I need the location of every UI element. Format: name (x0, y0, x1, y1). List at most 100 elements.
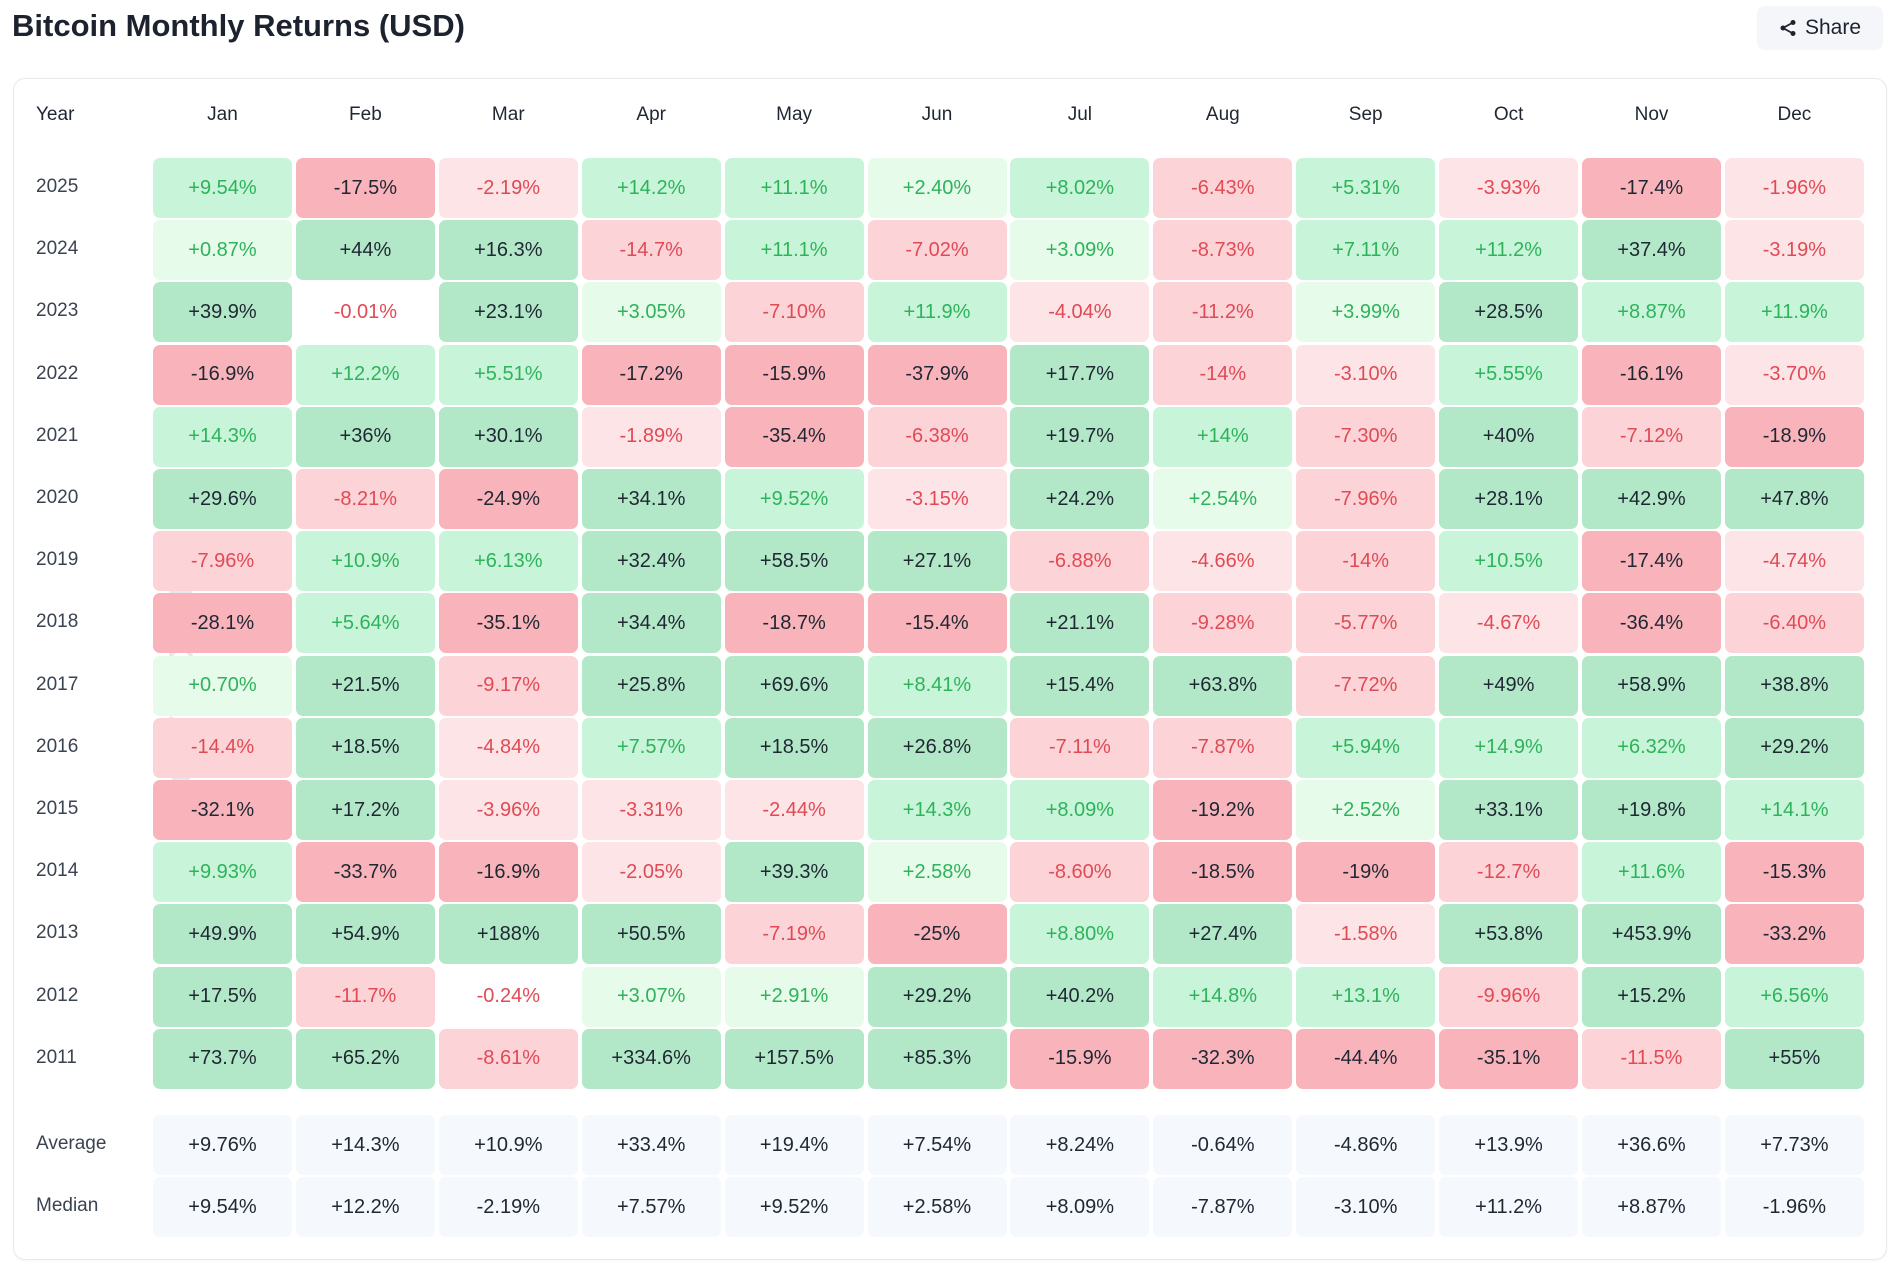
return-cell-2017-dec: +38.8% (1724, 655, 1864, 716)
return-cell-2025-mar: -2.19% (438, 158, 578, 218)
return-cell-2014-sep: -19% (1296, 842, 1436, 903)
return-cell-2016-may: +18.5% (724, 717, 864, 778)
return-cell-2012-jan: +17.5% (153, 966, 292, 1027)
return-cell-2016-mar: -4.84% (438, 717, 578, 778)
return-cell-2022-oct: +5.55% (1439, 344, 1579, 405)
return-cell-2024-mar: +16.3% (438, 220, 578, 281)
return-cell-2020-oct: +28.1% (1439, 469, 1579, 529)
return-cell-2014-mar: -16.9% (438, 842, 578, 903)
return-cell-2021-sep: -7.30% (1296, 406, 1436, 467)
return-cell-2013-jan: +49.9% (153, 904, 292, 965)
share-button[interactable]: Share (1757, 6, 1883, 50)
month-header-feb: Feb (349, 104, 382, 125)
median-cell-feb: +12.2% (295, 1177, 435, 1237)
return-cell-2022-aug: -14% (1153, 344, 1293, 405)
return-cell-2019-nov: -17.4% (1582, 531, 1721, 592)
return-cell-2023-apr: +3.05% (581, 282, 721, 343)
return-cell-2016-jun: +26.8% (867, 717, 1007, 778)
return-cell-2022-dec: -3.70% (1724, 344, 1864, 405)
average-cell-apr: +33.4% (581, 1115, 721, 1175)
return-cell-2025-nov: -17.4% (1582, 158, 1721, 218)
return-cell-2023-jan: +39.9% (153, 282, 292, 343)
return-cell-2012-apr: +3.07% (581, 966, 721, 1027)
return-cell-2013-mar: +188% (438, 904, 578, 965)
return-cell-2011-jul: -15.9% (1010, 1028, 1150, 1089)
return-cell-2020-jun: -3.15% (867, 469, 1007, 529)
return-cell-2024-aug: -8.73% (1153, 220, 1293, 281)
month-header-aug: Aug (1205, 104, 1240, 125)
return-cell-2018-mar: -35.1% (438, 593, 578, 654)
year-label: 2025 (36, 176, 79, 197)
month-header-may: May (776, 104, 813, 125)
return-cell-2016-feb: +18.5% (295, 717, 435, 778)
average-cell-may: +19.4% (724, 1115, 864, 1175)
return-cell-2011-dec: +55% (1724, 1028, 1864, 1089)
return-cell-2021-feb: +36% (295, 406, 435, 467)
return-cell-2018-aug: -9.28% (1153, 593, 1293, 654)
return-cell-2024-jun: -7.02% (867, 220, 1007, 281)
return-cell-2023-nov: +8.87% (1582, 282, 1721, 343)
return-cell-2011-feb: +65.2% (295, 1028, 435, 1089)
return-cell-2018-apr: +34.4% (581, 593, 721, 654)
median-cell-jul: +8.09% (1010, 1177, 1150, 1237)
return-cell-2020-nov: +42.9% (1582, 469, 1721, 529)
return-cell-2021-oct: +40% (1439, 406, 1579, 467)
return-cell-2020-aug: +2.54% (1153, 469, 1293, 529)
return-cell-2019-mar: +6.13% (438, 531, 578, 592)
summary-label-median: Median (36, 1195, 99, 1216)
return-cell-2018-may: -18.7% (724, 593, 864, 654)
return-cell-2017-apr: +25.8% (581, 655, 721, 716)
year-label: 2024 (36, 238, 79, 260)
return-cell-2016-sep: +5.94% (1296, 717, 1436, 778)
average-cell-jul: +8.24% (1010, 1115, 1150, 1175)
return-cell-2019-jun: +27.1% (867, 531, 1007, 592)
share-label: Share (1804, 16, 1862, 39)
return-cell-2025-oct: -3.93% (1439, 158, 1579, 218)
return-cell-2021-nov: -7.12% (1582, 406, 1721, 467)
return-cell-2020-feb: -8.21% (295, 469, 435, 529)
median-cell-aug: -7.87% (1153, 1177, 1293, 1237)
return-cell-2016-apr: +7.57% (581, 717, 721, 778)
return-cell-2011-sep: -44.4% (1296, 1028, 1436, 1089)
summary-label-average: Average (36, 1133, 107, 1154)
return-cell-2023-dec: +11.9% (1724, 282, 1864, 343)
return-cell-2021-aug: +14% (1153, 406, 1293, 467)
return-cell-2011-oct: -35.1% (1439, 1028, 1579, 1089)
return-cell-2022-feb: +12.2% (295, 344, 435, 405)
return-cell-2012-feb: -11.7% (295, 966, 435, 1027)
return-cell-2019-jul: -6.88% (1010, 531, 1150, 592)
return-cell-2023-jul: -4.04% (1010, 282, 1150, 343)
return-cell-2016-dec: +29.2% (1724, 717, 1864, 778)
return-cell-2019-may: +58.5% (724, 531, 864, 592)
return-cell-2021-may: -35.4% (724, 406, 864, 467)
return-cell-2020-sep: -7.96% (1296, 469, 1436, 529)
median-cell-nov: +8.87% (1582, 1177, 1721, 1237)
return-cell-2013-aug: +27.4% (1153, 904, 1293, 965)
return-cell-2012-nov: +15.2% (1582, 966, 1721, 1027)
return-cell-2025-aug: -6.43% (1153, 158, 1293, 218)
return-cell-2021-apr: -1.89% (581, 406, 721, 467)
return-cell-2016-jul: -7.11% (1010, 717, 1150, 778)
return-cell-2012-dec: +6.56% (1724, 966, 1864, 1027)
return-cell-2015-feb: +17.2% (295, 780, 435, 840)
return-cell-2024-nov: +37.4% (1582, 220, 1721, 281)
return-cell-2017-jul: +15.4% (1010, 655, 1150, 716)
return-cell-2023-jun: +11.9% (867, 282, 1007, 343)
return-cell-2012-aug: +14.8% (1153, 966, 1293, 1027)
return-cell-2021-jun: -6.38% (867, 406, 1007, 467)
return-cell-2022-nov: -16.1% (1582, 344, 1721, 405)
average-cell-jan: +9.76% (153, 1115, 292, 1175)
return-cell-2017-jan: +0.70% (153, 655, 292, 716)
return-cell-2024-jul: +3.09% (1010, 220, 1150, 281)
return-cell-2011-jun: +85.3% (867, 1028, 1007, 1089)
return-cell-2011-aug: -32.3% (1153, 1028, 1293, 1089)
return-cell-2016-aug: -7.87% (1153, 717, 1293, 778)
return-cell-2018-oct: -4.67% (1439, 593, 1579, 654)
return-cell-2018-jan: -28.1% (153, 593, 292, 654)
return-cell-2023-mar: +23.1% (438, 282, 578, 343)
return-cell-2014-jun: +2.58% (867, 842, 1007, 903)
return-cell-2014-oct: -12.7% (1439, 842, 1579, 903)
return-cell-2020-jul: +24.2% (1010, 469, 1150, 529)
year-label: 2013 (36, 922, 79, 944)
return-cell-2022-mar: +5.51% (438, 344, 578, 405)
